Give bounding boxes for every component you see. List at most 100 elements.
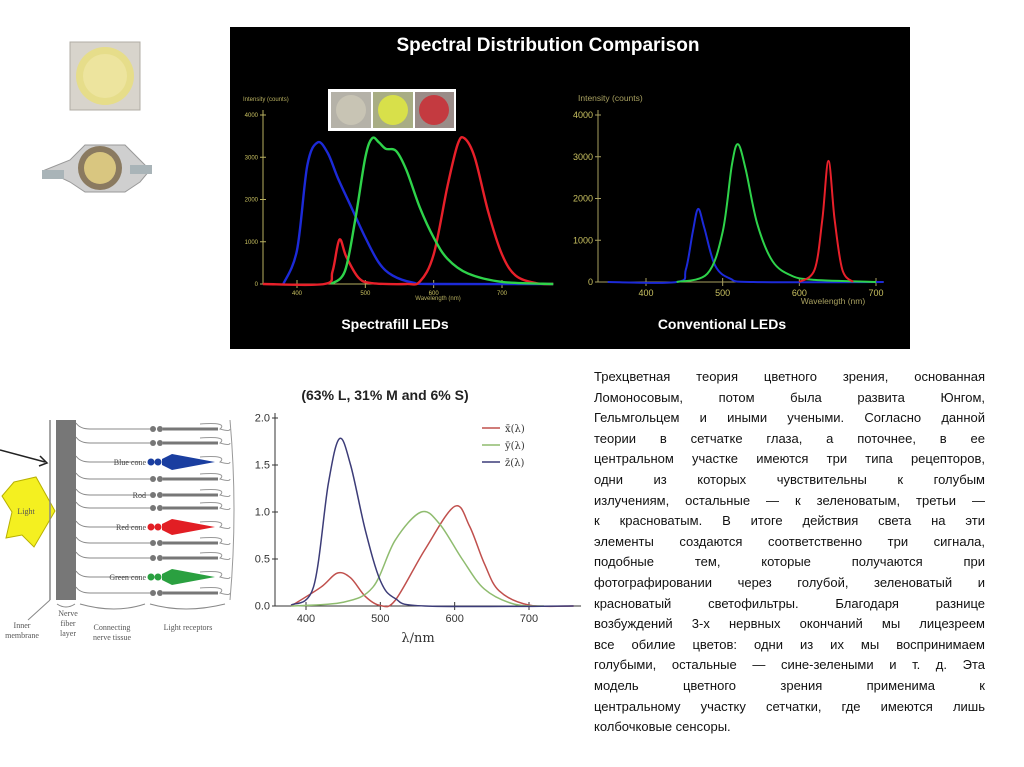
y-axis-label: Intensity (counts) — [578, 93, 643, 103]
x-tick-label: 400 — [297, 613, 315, 625]
connecting-tissue-label: nerve tissue — [93, 633, 131, 642]
text-line: Ломоносовым, потом была развита Юнгом, — [594, 389, 985, 405]
receptor-outline — [199, 437, 231, 445]
legend-label: x̄(λ) — [505, 424, 525, 435]
text-line: к красноватым. В итоге действия света на… — [594, 513, 985, 529]
rod-cell — [157, 476, 163, 482]
receptor-outline — [199, 552, 231, 560]
y-axis-label: Intensity (counts) — [243, 97, 289, 103]
cone-cell — [147, 458, 155, 466]
x-axis-label: Wavelength (nm) — [801, 296, 866, 306]
cone-cell — [154, 573, 162, 581]
receptor-outline — [199, 473, 231, 481]
series-line-x̄(λ) — [290, 504, 574, 608]
rod-cell — [150, 540, 156, 546]
y-tick-label: 3000 — [573, 152, 593, 162]
cie-title: (63% L, 31% M and 6% S) — [301, 387, 468, 403]
retina-diagram: Light Blue cone Rod Red cone Green cone Inner… — [0, 419, 235, 642]
spectral-charts: Spectral Distribution Comparison Spectra… — [243, 35, 884, 332]
connecting-tissue-label: Connecting — [94, 623, 131, 632]
chart-title-spectrafill: Spectrafill LEDs — [341, 316, 449, 332]
leader-line — [27, 599, 51, 621]
series-line-green — [330, 136, 554, 286]
x-tick-label: 500 — [715, 288, 730, 298]
receptor-outline — [199, 521, 231, 529]
receptor-outline — [199, 587, 231, 595]
text-line: фотографировании через голубой, зеленова… — [594, 574, 985, 590]
series-line-red — [262, 135, 554, 287]
spectral-comparison-panel: Spectral Distribution Comparison Spectra… — [230, 27, 910, 349]
rod-cell — [157, 440, 163, 446]
x-tick-label: 700 — [520, 613, 538, 625]
green-cone-label: Green cone — [109, 573, 146, 582]
pointer-arrowhead-icon — [38, 455, 49, 467]
nerve-fiber — [75, 472, 150, 480]
body-text: Трехцветная теория цветного зрения, осно… — [594, 367, 985, 738]
y-tick-label: 2000 — [245, 198, 259, 204]
blue-cone-label: Blue cone — [114, 458, 147, 467]
star-led-image — [42, 144, 152, 193]
nerve-fiber-label: fiber — [60, 619, 75, 628]
rod-cell — [157, 555, 163, 561]
rod-cell — [157, 505, 163, 511]
outer-edge — [229, 419, 235, 601]
blue-cone-icon — [162, 454, 215, 470]
text-line: Гельмгольцем и иными учеными. Согласно д… — [594, 410, 985, 426]
rod-cell — [150, 492, 156, 498]
x-tick-label: 600 — [429, 291, 440, 297]
text-line: теории в сетчатке глаза, а поточнее, в е… — [594, 430, 985, 446]
x-tick-label: 400 — [638, 288, 653, 298]
nerve-fiber — [75, 536, 150, 544]
nerve-fiber-label: layer — [60, 629, 76, 638]
rod-cell — [157, 492, 163, 498]
text-line: возбуждений 3-х нервных окончаний мы лиц… — [594, 616, 985, 632]
light-receptors-label: Light receptors — [164, 623, 213, 632]
rod-cell — [150, 440, 156, 446]
receptor-outline — [199, 571, 231, 579]
x-tick-label: 600 — [445, 613, 463, 625]
text-line: модель цветного зрения применима к — [594, 677, 985, 693]
brace — [79, 603, 146, 610]
rod-cell — [150, 426, 156, 432]
receptor-outline — [199, 502, 231, 510]
filter-samples-image — [328, 89, 456, 131]
nerve-fiber — [75, 501, 150, 509]
y-tick-label: 1.0 — [255, 507, 270, 519]
y-tick-label: 2.0 — [255, 413, 270, 425]
text-line: голубыми, остальные — сине-зелеными и т.… — [594, 657, 985, 673]
y-tick-label: 1000 — [245, 240, 259, 246]
rod-cell — [150, 505, 156, 511]
text-line: излучениям, остальные — к зеленоватым, т… — [594, 492, 985, 508]
y-tick-label: 1000 — [573, 235, 593, 245]
rod-cell — [157, 426, 163, 432]
x-tick-label: 400 — [292, 291, 303, 297]
nerve-fiber — [75, 455, 140, 463]
light-label: Light — [17, 507, 35, 516]
legend-label: z̄(λ) — [505, 458, 525, 469]
pointer-arrow-line — [0, 449, 46, 463]
red-cone-label: Red cone — [116, 523, 146, 532]
chart-title-conventional: Conventional LEDs — [658, 316, 787, 332]
inner-membrane-label: membrane — [5, 631, 39, 640]
nerve-fiber — [75, 488, 150, 496]
y-tick-label: 2000 — [573, 194, 593, 204]
rod-cell — [150, 590, 156, 596]
y-tick-label: 3000 — [245, 155, 259, 161]
x-tick-label: 700 — [497, 291, 508, 297]
led-chip-image — [69, 41, 141, 111]
x-axis-label: λ/nm — [401, 631, 434, 646]
rod-cell — [157, 540, 163, 546]
cone-cell — [147, 573, 155, 581]
text-line: одни из которых чувствительны к голубым — [594, 471, 985, 487]
nerve-fiber-layer — [56, 420, 76, 600]
cone-cell — [154, 458, 162, 466]
y-tick-label: 0 — [588, 277, 593, 287]
text-line: все обилие цветов: одни из их мы восприн… — [594, 636, 985, 652]
cone-cell — [154, 523, 162, 531]
inner-membrane-label: Inner — [14, 621, 31, 630]
text-line: Трехцветная теория цветного зрения, осно… — [594, 369, 985, 384]
rod-cell — [150, 476, 156, 482]
series-line-ȳ(λ) — [291, 510, 544, 607]
series-line-blue — [607, 207, 884, 284]
